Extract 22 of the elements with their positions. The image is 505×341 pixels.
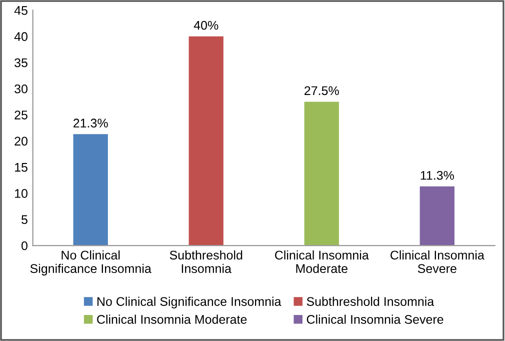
x-tick-label: No Clinical Significance Insomnia	[30, 250, 152, 276]
y-tick-label: 15	[15, 163, 28, 172]
x-tick-label: Clinical Insomnia Moderate	[275, 250, 369, 274]
y-tick-label: 0	[22, 241, 28, 250]
legend-label: Clinical Insomnia Severe	[306, 314, 444, 324]
legend-label: Subthreshold Insomnia	[306, 296, 434, 306]
y-tick-label: 25	[14, 110, 28, 120]
x-tick-label: Clinical Insomnia Severe	[390, 250, 484, 274]
x-tick-label: Subthreshold Insomnia	[170, 250, 242, 274]
y-tick-label: 30	[14, 84, 28, 94]
data-label: 40%	[194, 20, 218, 30]
y-tick-label: 45	[14, 6, 28, 15]
legend-label: Clinical Insomnia Moderate	[97, 314, 247, 324]
y-tick-label: 20	[14, 136, 28, 146]
legend-label: No Clinical Significance Insomnia	[97, 296, 282, 308]
y-tick-label: 35	[14, 58, 28, 68]
data-label: 27.5%	[304, 86, 339, 96]
data-label: 11.3%	[420, 170, 454, 180]
y-tick-label: 10	[15, 189, 28, 198]
y-tick-label: 5	[22, 215, 28, 224]
y-tick-label: 40	[14, 32, 28, 42]
data-label: 21.3%	[73, 118, 108, 128]
